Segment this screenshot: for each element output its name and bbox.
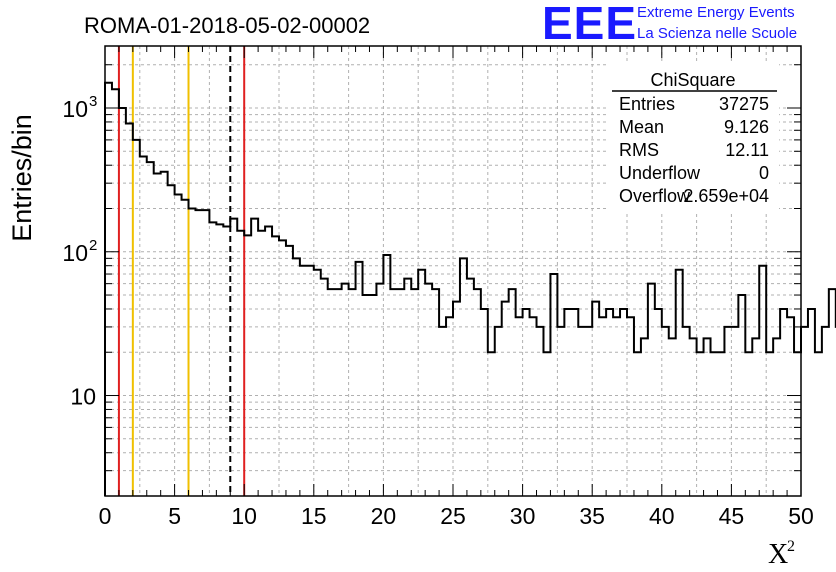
x-axis-label-superscript: 2 [787, 538, 795, 555]
stats-rows: Entries 37275 Mean 9.126 RMS 12.11 Underflow 0 O… [619, 94, 769, 206]
x-tick-label: 45 [719, 503, 745, 529]
x-tick-label: 10 [231, 503, 257, 529]
x-tick-label: 25 [440, 503, 466, 529]
stats-box: ChiSquare Entries 37275 Mean 9.126 RMS 12.11 U… [609, 62, 779, 212]
y-axis-label: Entries/bin [7, 114, 37, 242]
logo-line-2: La Scienza nelle Scuole [637, 25, 797, 42]
x-tick-label: 0 [99, 503, 112, 529]
grid [105, 46, 801, 497]
stats-row-label: Mean [619, 117, 664, 137]
x-tick-label: 40 [649, 503, 675, 529]
stats-row-label: Entries [619, 94, 675, 114]
stats-row-label: Overflow [619, 186, 691, 206]
stats-row-value: 12.11 [725, 140, 769, 160]
stats-row-label: RMS [619, 140, 659, 160]
y-tick-label: 10 [62, 240, 88, 266]
stats-row-label: Underflow [619, 163, 701, 183]
stats-row-value: 2.659e+04 [683, 186, 769, 206]
y-tick-label-exponent: 2 [89, 237, 97, 254]
y-tick-label: 10 [70, 384, 96, 410]
x-tick-label: 20 [371, 503, 397, 529]
x-tick-label: 30 [510, 503, 536, 529]
reference-lines [117, 46, 246, 496]
y-tick-label: 10 [62, 96, 88, 122]
y-tick-label-exponent: 3 [89, 93, 97, 110]
stats-box-bg [609, 62, 779, 212]
eee-logo: EEE [542, 0, 637, 49]
x-ticks: 0 5 10 15 20 25 30 35 40 45 50 [99, 46, 814, 529]
logo-line-1: Extreme Energy Events [637, 4, 795, 21]
stats-row-value: 37275 [719, 94, 769, 114]
stats-row-value: 9.126 [724, 117, 769, 137]
x-tick-label: 5 [168, 503, 181, 529]
x-tick-label: 35 [579, 503, 605, 529]
x-tick-label: 15 [301, 503, 327, 529]
stats-title: ChiSquare [650, 70, 735, 90]
stats-row-value: 0 [759, 163, 769, 183]
x-tick-label: 50 [788, 503, 814, 529]
chart-title: ROMA-01-2018-05-02-00002 [84, 13, 370, 38]
x-axis-label: X [768, 539, 788, 570]
histogram-series [104, 81, 836, 496]
